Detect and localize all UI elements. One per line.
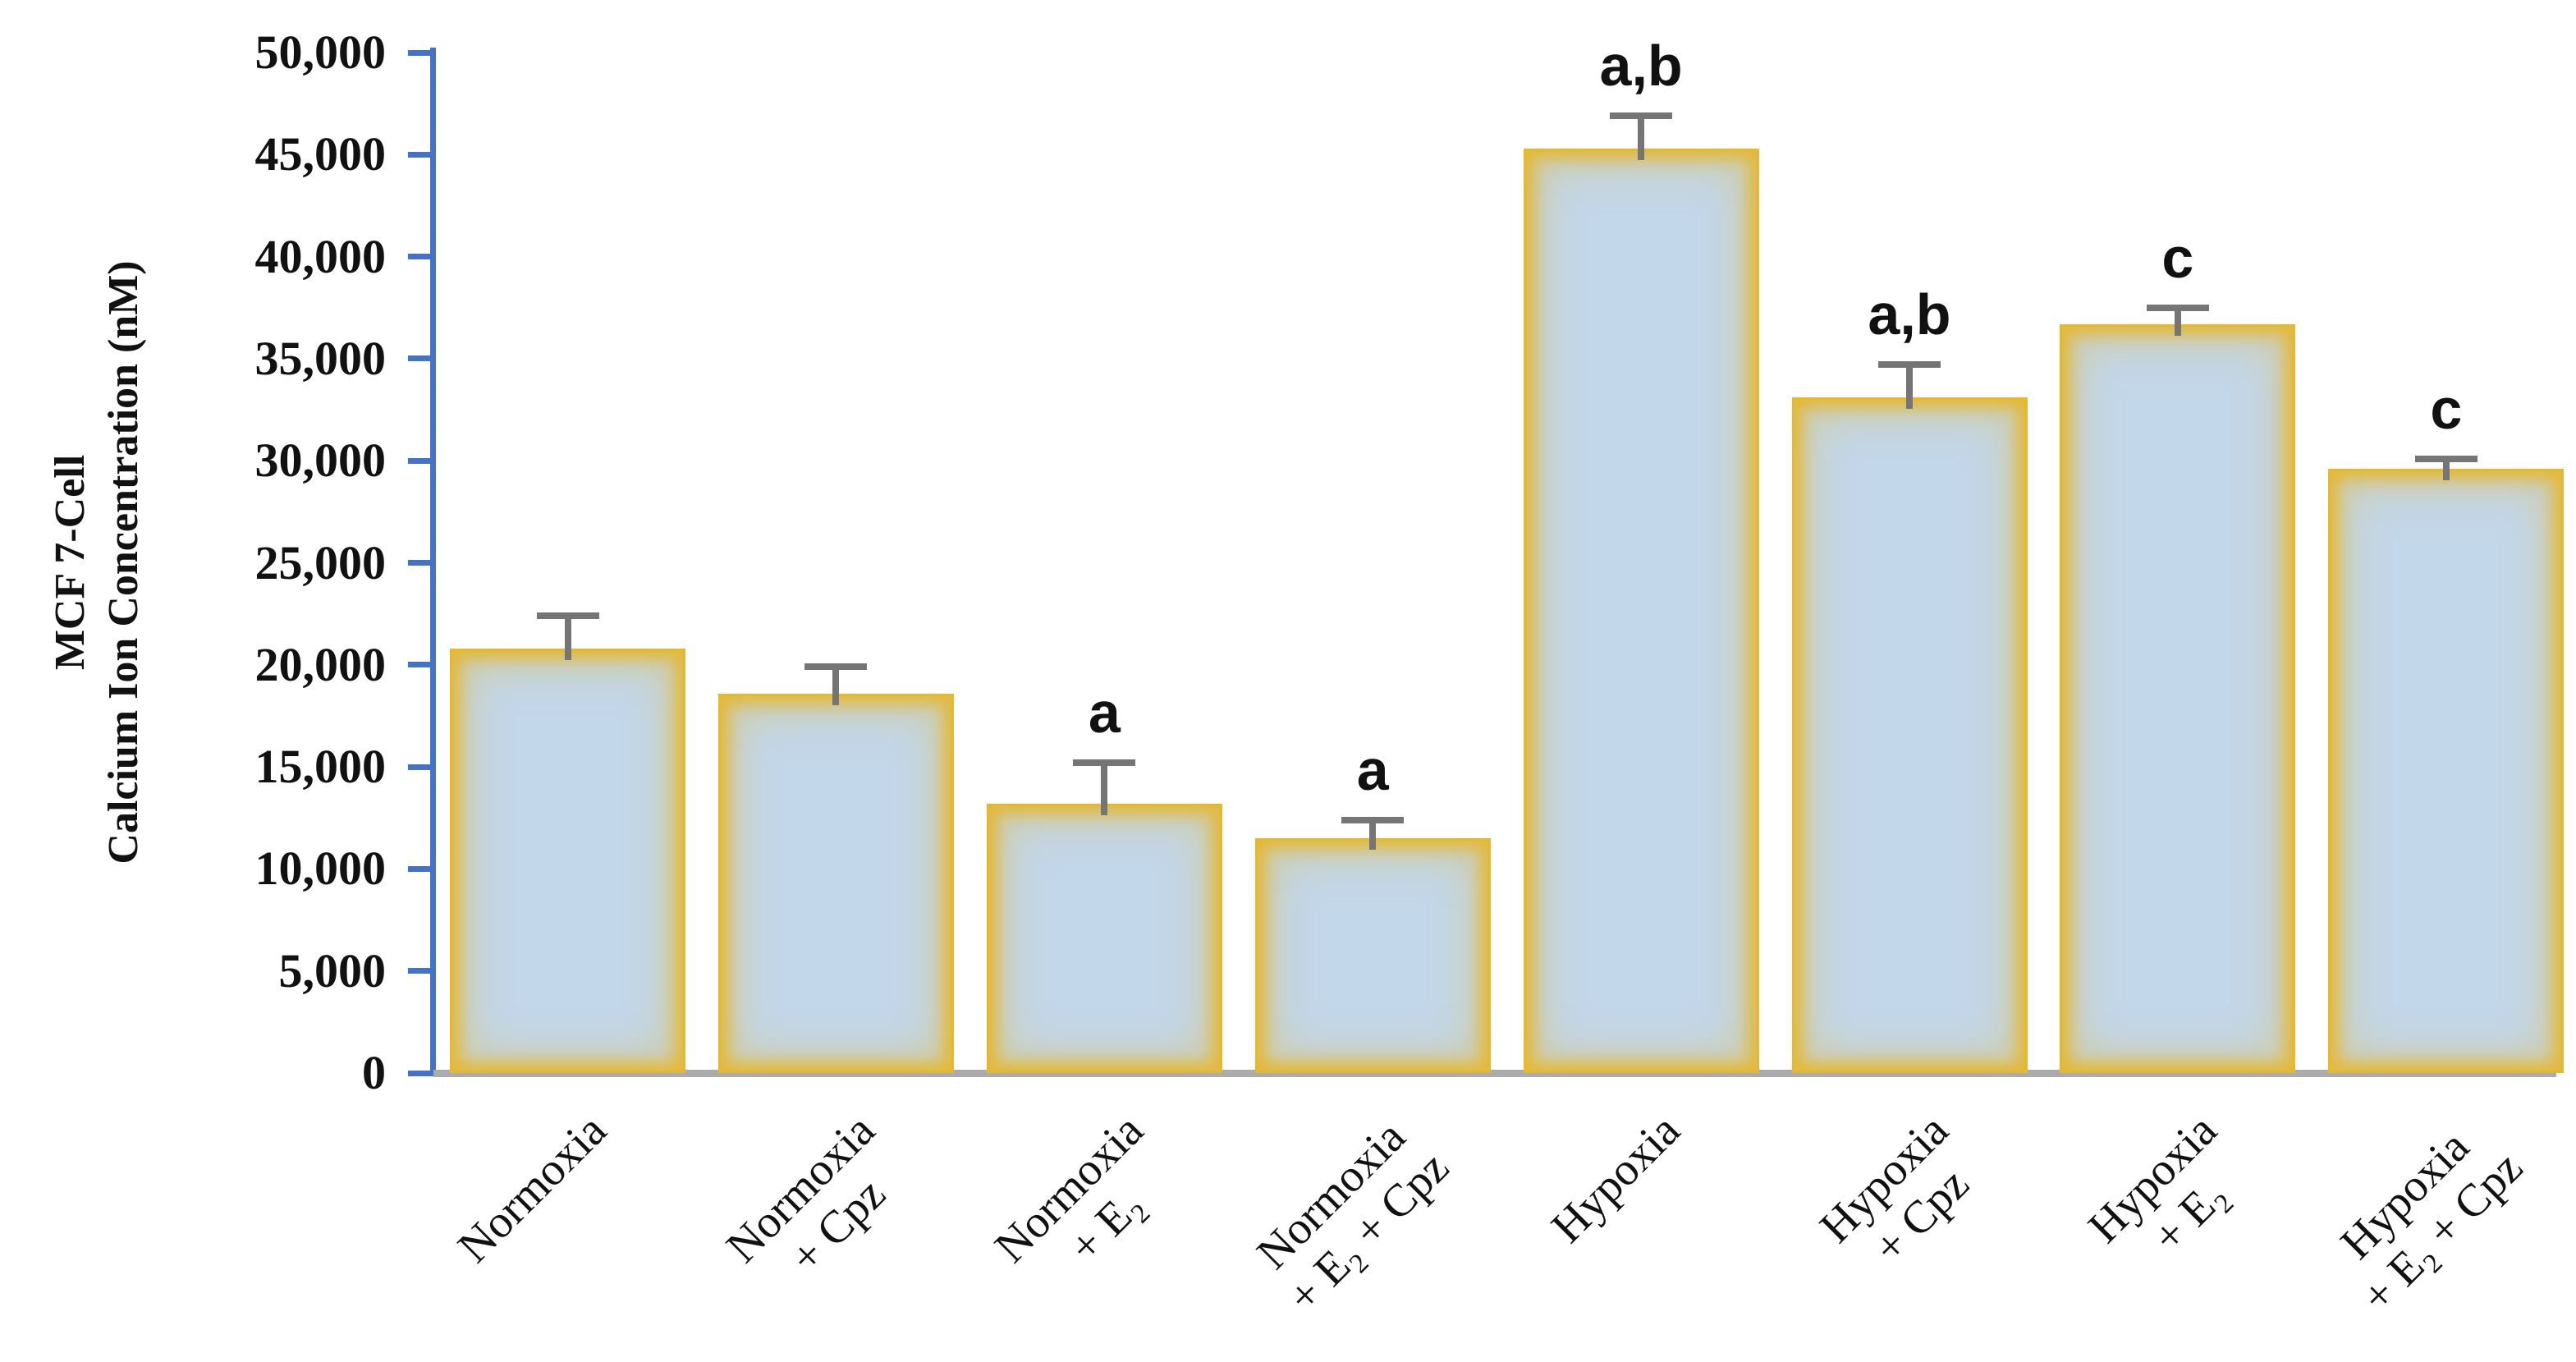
y-tick-label: 45,000 [254, 127, 387, 181]
y-tick-label: 50,000 [254, 25, 387, 79]
y-tick-mark [408, 865, 431, 872]
y-tick-mark [408, 254, 431, 260]
error-bar-stem [1101, 763, 1108, 815]
error-bar-stem [832, 667, 840, 705]
error-bar-cap [1878, 361, 1941, 369]
y-tick-mark [408, 1070, 431, 1076]
bar-8 [2328, 469, 2565, 1073]
x-category-label-text: Hypoxia + E₂ [2079, 1104, 2237, 1263]
y-tick-label: 30,000 [254, 433, 387, 488]
error-bar-cap [1341, 816, 1405, 823]
y-tick-label: 10,000 [254, 842, 387, 896]
error-bar-stem [564, 616, 571, 660]
error-bar-cap [1073, 759, 1136, 767]
significance-label: a,b [1868, 282, 1951, 347]
x-category-label-text: Hypoxia + Cpz [1810, 1104, 1979, 1274]
y-tick-label: 20,000 [254, 637, 387, 691]
y-tick-mark [408, 968, 431, 974]
bar-1 [450, 648, 685, 1073]
y-tick-mark [408, 355, 431, 362]
x-category-label-text: Normoxia + E₂ [985, 1104, 1154, 1273]
y-tick-label: 25,000 [254, 535, 387, 589]
bar-6 [1791, 397, 2028, 1073]
error-bar-stem [1638, 116, 1645, 160]
bar-7 [2060, 323, 2296, 1073]
y-tick-mark [408, 764, 431, 770]
y-tick-label: 5,000 [278, 943, 387, 997]
y-tick-label: 35,000 [254, 331, 387, 385]
y-tick-label: 15,000 [254, 740, 387, 794]
y-tick-mark [408, 457, 431, 464]
error-bar-stem [1369, 819, 1377, 851]
y-tick-mark [408, 151, 431, 158]
error-bar-cap [536, 612, 599, 620]
y-tick-label: 0 [362, 1046, 386, 1099]
x-category-label-text: Normoxia + Cpz [717, 1104, 896, 1284]
bar-5 [1523, 148, 1759, 1073]
y-tick-mark [408, 560, 431, 566]
significance-label: c [2430, 376, 2463, 441]
significance-label: a [1356, 737, 1389, 802]
y-axis-line [430, 48, 436, 1076]
y-tick-mark [408, 662, 431, 668]
significance-label: c [2161, 225, 2194, 290]
error-bar-stem [2442, 458, 2450, 481]
error-bar-cap [1610, 112, 1673, 120]
error-bar-cap [2414, 455, 2477, 462]
error-bar-stem [2174, 307, 2181, 336]
error-bar-cap [804, 663, 868, 671]
significance-label: a [1088, 681, 1121, 745]
y-tick-label: 40,000 [254, 229, 387, 283]
bar-3 [986, 803, 1222, 1073]
x-category-label-text: Hypoxia + E₂ + Cpz [2331, 1121, 2532, 1323]
significance-label: a,b [1599, 34, 1683, 99]
x-category-label-text: Normoxia + E₂ + Cpz [1247, 1111, 1460, 1323]
x-axis-baseline [433, 1070, 2556, 1077]
bar-4 [1254, 838, 1491, 1073]
error-bar-cap [2146, 304, 2209, 311]
error-bar-stem [1906, 365, 1913, 410]
x-category-label-text: Normoxia [448, 1104, 617, 1273]
y-tick-mark [408, 49, 431, 56]
bar-2 [717, 693, 954, 1073]
x-category-label-text: Hypoxia [1542, 1104, 1690, 1253]
